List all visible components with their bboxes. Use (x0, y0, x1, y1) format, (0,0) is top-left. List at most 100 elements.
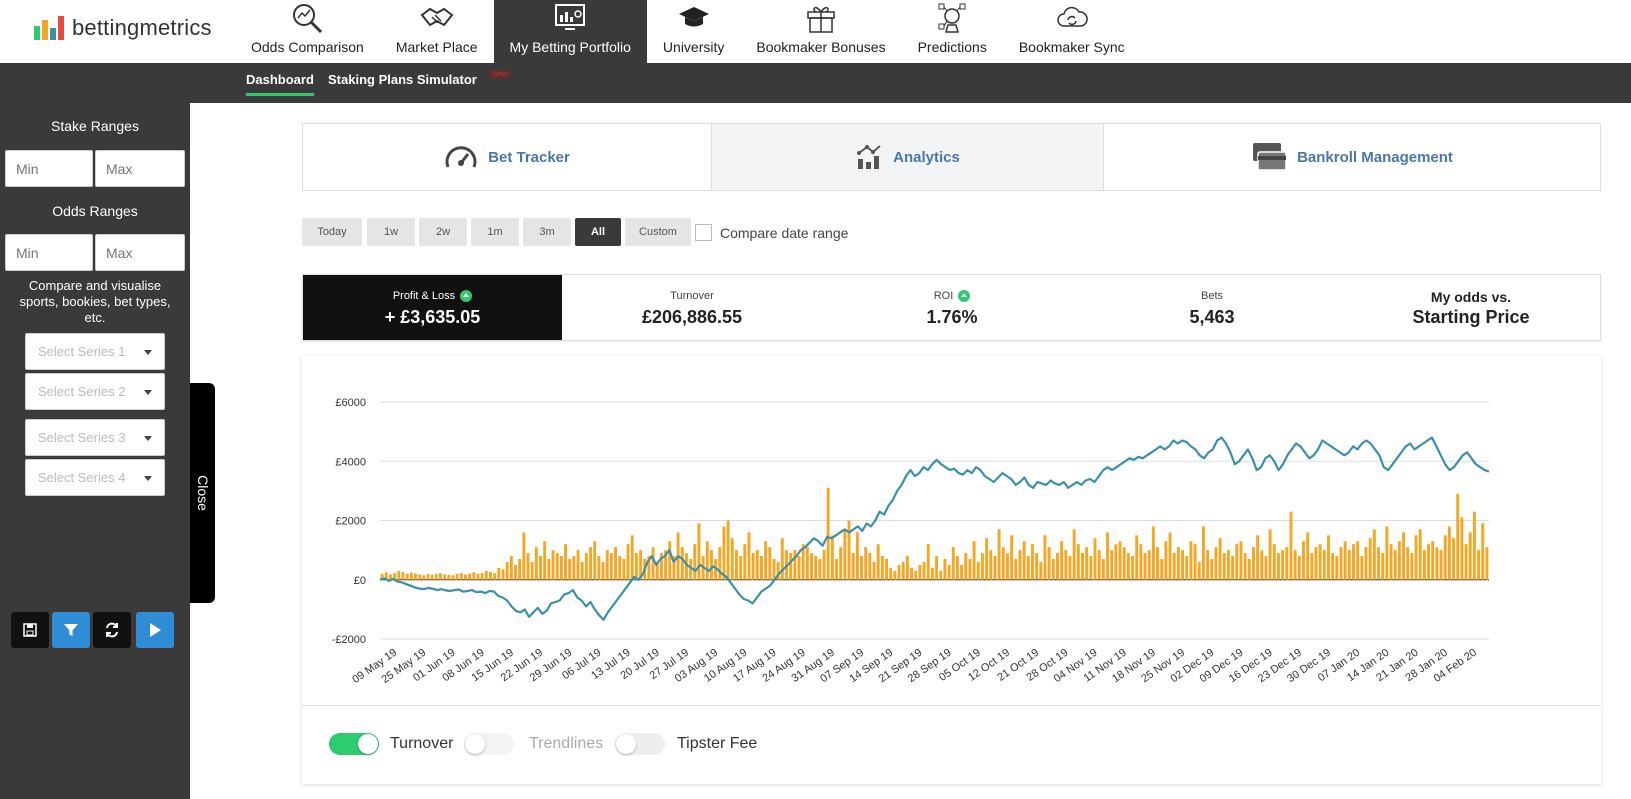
stat-roi-value: 1.76% (926, 307, 978, 327)
range-1w-button[interactable]: 1w (367, 218, 415, 246)
turnover-bar (1160, 559, 1164, 580)
turnover-bar (776, 561, 780, 580)
tab-bet-tracker[interactable]: Bet Tracker (303, 124, 712, 190)
turnover-bar (605, 550, 609, 580)
turnover-bar (1356, 541, 1360, 580)
turnover-bar (1247, 559, 1251, 580)
nav-bookmaker-bonuses[interactable]: Bookmaker Bonuses (740, 0, 901, 63)
series-1-select[interactable]: Select Series 1 (25, 333, 165, 370)
turnover-bar (1064, 550, 1068, 580)
compare-date-range-label: Compare date range (720, 225, 849, 241)
save-button[interactable] (11, 612, 49, 648)
play-button[interactable] (136, 612, 174, 648)
range-today-button[interactable]: Today (302, 218, 362, 246)
toggle-knob (616, 734, 636, 754)
range-2w-button[interactable]: 2w (419, 218, 467, 246)
series-3-select[interactable]: Select Series 3 (25, 419, 165, 456)
magnifier-chart-icon (290, 1, 324, 35)
turnover-bar (1414, 535, 1418, 580)
compare-date-range-checkbox[interactable] (695, 224, 712, 241)
tab-bankroll-management[interactable]: Bankroll Management (1104, 124, 1600, 190)
brand-logo[interactable]: bettingmetrics (34, 15, 212, 41)
turnover-toggle-label: Turnover (390, 735, 454, 752)
turnover-bar (1147, 550, 1151, 580)
y-tick-label: £0 (354, 575, 366, 587)
nav-odds-comparison[interactable]: Odds Comparison (235, 0, 380, 63)
nav-my-betting-portfolio[interactable]: My Betting Portfolio (493, 0, 647, 63)
turnover-bar (1385, 526, 1389, 580)
series-4-select[interactable]: Select Series 4 (25, 459, 165, 496)
turnover-bar (755, 550, 759, 580)
turnover-bar (480, 572, 484, 580)
profit-loss-line (379, 436, 1490, 621)
tab-analytics[interactable]: Analytics (712, 124, 1104, 190)
turnover-bar (1214, 547, 1218, 580)
range-all-button[interactable]: All (575, 218, 621, 246)
stake-max-input[interactable] (95, 150, 185, 187)
turnover-bar (1156, 547, 1160, 580)
turnover-bar (1327, 535, 1330, 580)
stat-odds-vs-sp-label: My odds vs. (1430, 289, 1512, 305)
stat-odds-vs-sp[interactable]: My odds vs. Starting Price (1342, 275, 1600, 340)
nav-predictions[interactable]: Predictions (902, 0, 1003, 63)
turnover-bar (472, 572, 476, 580)
stake-min-input[interactable] (5, 150, 93, 187)
turnover-bar (860, 556, 863, 580)
nav-label: Predictions (917, 39, 987, 55)
stat-turnover: Turnover £206,886.55 (562, 275, 822, 340)
turnover-bar (709, 550, 713, 580)
turnover-bar (1018, 550, 1022, 580)
trendlines-toggle[interactable] (464, 733, 514, 755)
turnover-bar (630, 535, 634, 580)
turnover-bar (1026, 556, 1030, 580)
range-custom-button[interactable]: Custom (625, 218, 691, 246)
close-label: Close (194, 475, 211, 511)
turnover-bar (822, 550, 826, 580)
y-tick-label: £2000 (335, 516, 366, 528)
chart-card: -£2000 £0 £2000 £4000 £6000 09 May 19 25 May 1… (302, 356, 1601, 784)
nav-market-place[interactable]: Market Place (380, 0, 494, 63)
turnover-bar (609, 553, 613, 580)
turnover-bar (693, 544, 697, 580)
turnover-bar (1239, 541, 1243, 580)
close-sidebar-tab[interactable]: Close (190, 383, 215, 603)
range-3m-button[interactable]: 3m (523, 218, 571, 246)
nav-university[interactable]: University (647, 0, 740, 63)
turnover-bar (1297, 556, 1301, 580)
turnover-bar (555, 553, 559, 580)
range-1m-button[interactable]: 1m (471, 218, 519, 246)
turnover-bar (393, 573, 397, 580)
odds-max-input[interactable] (95, 234, 185, 271)
turnover-bar (726, 520, 730, 580)
turnover-bar (672, 556, 676, 580)
turnover-bar (1131, 556, 1134, 580)
turnover-toggle[interactable] (329, 733, 379, 755)
trend-up-icon (958, 290, 971, 302)
subtab-dashboard[interactable]: Dashboard (246, 72, 314, 96)
turnover-bar (413, 573, 417, 580)
odds-min-input[interactable] (5, 234, 93, 271)
turnover-bar (1264, 556, 1268, 580)
turnover-bar (1085, 547, 1089, 580)
filter-button[interactable] (52, 612, 90, 648)
turnover-bar (718, 547, 722, 580)
turnover-bar (876, 544, 880, 580)
series-2-select[interactable]: Select Series 2 (25, 373, 165, 410)
turnover-bar (835, 559, 838, 580)
subtab-staking-plans-simulator[interactable]: Staking Plans Simulator (328, 72, 477, 87)
tipster-fee-toggle[interactable] (615, 733, 665, 755)
turnover-bar (1397, 541, 1401, 580)
turnover-bar (1372, 529, 1376, 580)
turnover-bar (1343, 541, 1347, 580)
turnover-bar (1406, 547, 1410, 580)
refresh-button[interactable] (93, 612, 131, 648)
turnover-bar (1106, 532, 1109, 580)
nav-bookmaker-sync[interactable]: Bookmaker Sync (1003, 0, 1141, 63)
series-2-label: Select Series 2 (38, 384, 126, 399)
turnover-bar (1377, 547, 1380, 580)
turnover-bar (1068, 556, 1072, 580)
turnover-bar (730, 538, 734, 580)
turnover-bar (626, 544, 630, 580)
turnover-bar (680, 547, 684, 580)
turnover-bar (1352, 544, 1355, 580)
